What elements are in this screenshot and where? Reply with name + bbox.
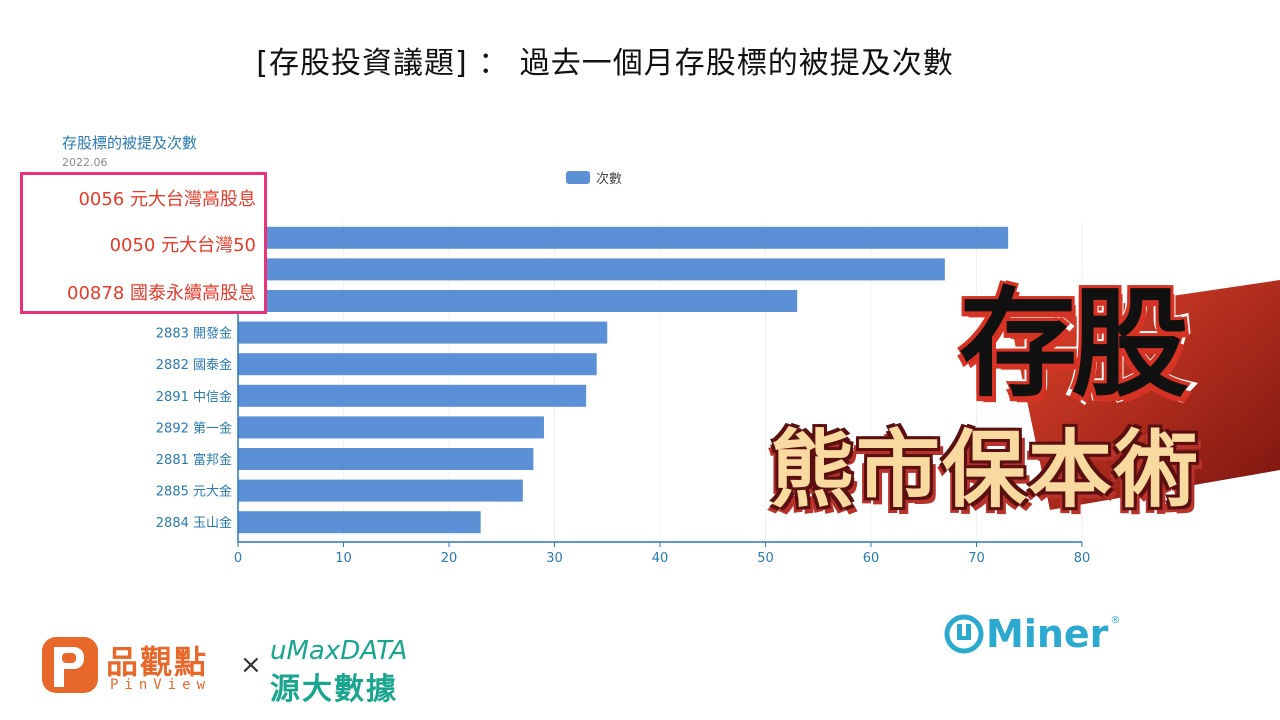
bar [238, 353, 597, 376]
chart-legend[interactable]: 次數 [566, 168, 622, 187]
x-tick-label: 10 [335, 551, 352, 566]
bar [238, 258, 945, 281]
pinview-mark-icon [42, 637, 98, 693]
category-label: 2891 中信金 [156, 389, 232, 405]
bar [238, 290, 798, 312]
umaxdata-cn-text: 源大數據 [270, 672, 398, 707]
category-label: 2885 元大金 [156, 484, 232, 500]
category-label: 2882 國泰金 [156, 357, 232, 373]
badge-main-text: 存股 [954, 270, 1194, 418]
x-tick-label: 80 [1074, 551, 1091, 566]
category-label: 2892 第一金 [156, 420, 232, 436]
bar [238, 448, 534, 470]
category-label: 2883 開發金 [156, 326, 232, 342]
legend-swatch [566, 171, 590, 184]
x-tick-label: 50 [757, 551, 774, 566]
pinview-cn-text: 品觀點 [106, 643, 209, 681]
uminer-logo: Miner ® [944, 612, 1120, 656]
x-tick-label: 30 [546, 551, 563, 566]
times-sign: × [240, 650, 262, 680]
red-ribbon-shape [1010, 280, 1280, 510]
x-tick-label: 40 [652, 551, 669, 566]
uminer-text: Miner [986, 612, 1109, 656]
x-tick-label: 0 [234, 551, 242, 566]
category-label: 2884 玉山金 [156, 515, 232, 531]
chart-subtitle: 2022.06 [62, 156, 108, 169]
category-label: 2881 富邦金 [156, 452, 232, 468]
chart-title: 存股標的被提及次數 [62, 134, 198, 152]
uminer-mark-icon [944, 614, 984, 654]
bar [238, 226, 1009, 249]
pinview-en-text: PinView [110, 677, 212, 693]
x-tick-label: 70 [968, 551, 985, 566]
slide-title: [存股投資議題] ： 過去一個月存股標的被提及次數 [256, 46, 954, 81]
bar [238, 511, 481, 534]
highlight-label: 0056 元大台灣高股息 [78, 189, 256, 210]
umaxdata-text: uMaxDATA [270, 636, 408, 666]
x-tick-label: 20 [441, 551, 458, 566]
bar [238, 416, 544, 439]
highlight-box: 0056 元大台灣高股息 0050 元大台灣50 00878 國泰永續高股息 [20, 172, 267, 314]
registered-mark: ® [1110, 614, 1121, 626]
legend-label: 次數 [596, 172, 623, 187]
badge-sub-text: 熊市保本術 [769, 420, 1200, 519]
bar [238, 479, 523, 502]
bar [238, 321, 608, 344]
highlight-label: 00878 國泰永續高股息 [67, 283, 256, 304]
bar [238, 384, 587, 407]
highlight-label: 0050 元大台灣50 [109, 235, 256, 256]
x-tick-label: 60 [863, 551, 880, 566]
